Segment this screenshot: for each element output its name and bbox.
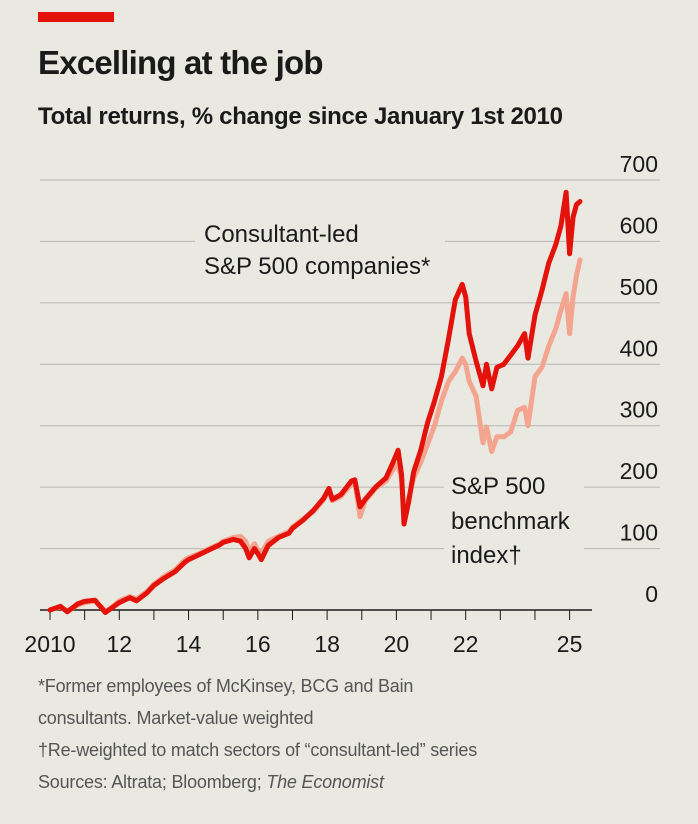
benchmark-label-group: S&P 500 benchmark index† [444,466,584,574]
benchmark-label-line-1: S&P 500 [451,473,545,500]
chart-title: Excelling at the job [38,44,324,81]
x-tick-label-12: 12 [106,631,132,657]
footnote-reweighted: †Re-weighted to match sectors of “consul… [38,740,478,760]
label-backdrop [444,466,584,574]
economist-red-bar [38,12,114,22]
y-tick-label-300: 300 [620,397,658,423]
y-tick-label-200: 200 [620,458,658,484]
benchmark-label-line-3: index† [451,542,522,569]
y-tick-label-600: 600 [620,212,658,238]
y-tick-label-700: 700 [620,151,658,177]
chart-subtitle: Total returns, % change since January 1s… [38,103,563,130]
x-tick-label-18: 18 [314,631,340,657]
footnote-consultants-line-2: consultants. Market-value weighted [38,708,314,728]
label-backdrop [195,214,445,286]
y-tick-labels: 0 100 200 300 400 500 600 700 [620,151,658,607]
x-tick-label-2010: 2010 [24,631,75,657]
consultant-led-series-line [47,189,583,615]
y-tick-label-400: 400 [620,335,658,361]
consultant-led-label-line-1: Consultant-led [204,221,359,248]
x-tick-label-16: 16 [245,631,271,657]
sources-italic: The Economist [266,772,384,792]
y-tick-label-0: 0 [645,581,658,607]
x-tick-label-22: 22 [453,631,479,657]
sources-line: Sources: Altrata; Bloomberg; The Economi… [38,772,384,793]
consultant-led-label-line-2: S&P 500 companies* [204,253,430,280]
series-lines [47,189,583,615]
y-tick-label-100: 100 [620,520,658,546]
footnote-consultants-line-1: *Former employees of McKinsey, BCG and B… [38,676,414,696]
benchmark-label-line-2: benchmark [451,508,571,535]
sources-prefix: Sources: Altrata; Bloomberg; [38,772,267,792]
x-axis: 2010 12 14 16 18 20 22 25 [24,609,592,657]
x-tick-label-20: 20 [384,631,410,657]
consultant-led-label-group: Consultant-led S&P 500 companies* [195,214,445,286]
y-tick-label-500: 500 [620,274,658,300]
x-tick-label-25: 25 [557,631,583,657]
x-tick-label-14: 14 [176,631,202,657]
